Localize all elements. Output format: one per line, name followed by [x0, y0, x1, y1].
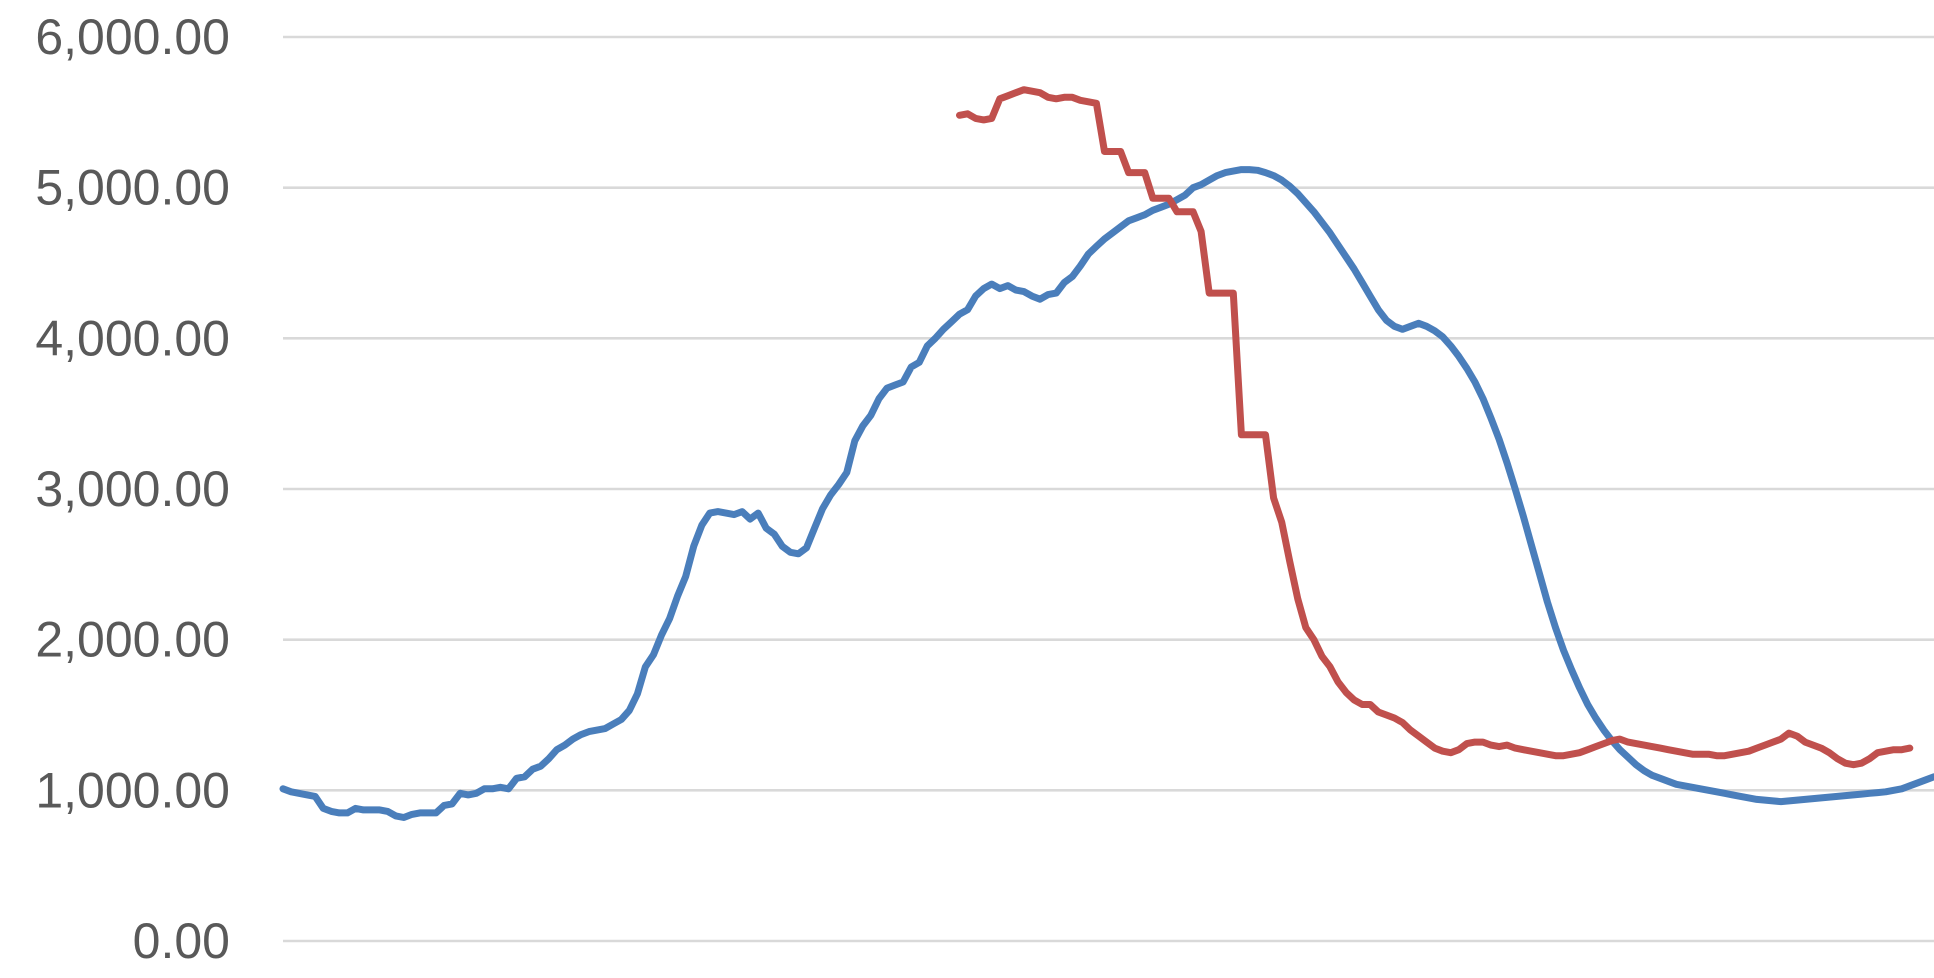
y-tick-label: 0.00 [133, 913, 230, 969]
series-lines [279, 86, 1934, 821]
y-tick-label: 2,000.00 [35, 612, 230, 668]
y-tick-label: 1,000.00 [35, 762, 230, 818]
gridlines [283, 35, 1934, 943]
y-axis-tick-labels: 0.00 1,000.00 2,000.00 3,000.00 4,000.00 5,00… [35, 9, 230, 969]
y-tick-label: 5,000.00 [35, 160, 230, 216]
y-tick-label: 6,000.00 [35, 9, 230, 65]
y-tick-label: 3,000.00 [35, 461, 230, 517]
series-line-1 [279, 166, 1934, 821]
y-tick-label: 4,000.00 [35, 310, 230, 366]
series-line-2 [956, 86, 1914, 769]
